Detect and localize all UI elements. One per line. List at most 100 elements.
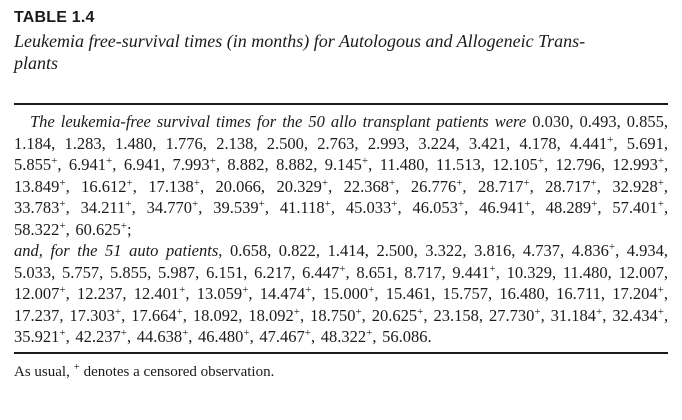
censored-marker: + (179, 284, 186, 296)
censored-marker: + (59, 176, 66, 189)
survival-time-value: 14.474+, (259, 284, 323, 303)
survival-time-value: 5.855+, (14, 155, 69, 174)
censored-marker: + (657, 176, 664, 189)
censored-marker: + (182, 327, 189, 339)
table-body: The leukemia-free survival times for the… (14, 111, 668, 348)
table-number-label: TABLE 1.4 (14, 9, 95, 26)
survival-time-value: 31.184+, (550, 305, 613, 325)
survival-time-value: 60.625+; (75, 219, 132, 239)
censored-marker: + (591, 198, 598, 210)
survival-time-value: 39.539+, (213, 198, 280, 217)
survival-time-value: 0.855, (626, 112, 669, 131)
survival-time-value: 3.421, (468, 133, 520, 153)
survival-time-value: 18.092, (192, 305, 249, 325)
survival-time-value: 5.757, (62, 262, 111, 282)
censored-marker: + (293, 305, 300, 318)
survival-time-value: 17.664+, (131, 305, 193, 325)
footnote-suffix: denotes a censored observation. (83, 363, 275, 380)
censored-marker: + (657, 305, 664, 318)
censored-marker: + (534, 305, 541, 318)
censored-marker: + (59, 198, 66, 210)
survival-time-value: 28.717+, (477, 176, 546, 196)
survival-time-value: 8.717, (404, 262, 453, 282)
survival-time-value: 20.066, (215, 176, 277, 196)
survival-time-value: 27.730+, (488, 305, 551, 325)
censored-marker: + (361, 155, 369, 167)
survival-time-value: 12.007+, (14, 284, 77, 303)
survival-time-value: 48.322+, (320, 327, 383, 346)
survival-time-value: 12.401+, (133, 284, 197, 303)
survival-time-value: 12.237, (77, 284, 134, 303)
survival-time-value: 1.480, (115, 133, 166, 153)
survival-time-value: 1.776, (165, 133, 217, 153)
censored-marker: + (126, 176, 133, 189)
survival-time-value: 35.921+, (14, 327, 76, 346)
survival-time-value: 56.086. (382, 327, 432, 346)
survival-time-value: 6.217, (254, 262, 303, 282)
survival-time-value: 57.401+, (612, 198, 669, 217)
censored-marker: + (537, 155, 544, 167)
survival-time-value: 44.638+, (136, 327, 199, 346)
censored-marker: + (608, 241, 616, 253)
survival-time-value: 20.329+, (276, 176, 344, 196)
top-rule (14, 103, 668, 105)
survival-time-value: 4.934, (626, 241, 669, 260)
survival-time-value: 58.322+, (14, 219, 76, 239)
survival-time-value: 12.993+, (612, 155, 669, 174)
survival-time-value: 45.033+, (345, 198, 413, 217)
survival-time-value: 11.480, (379, 155, 437, 174)
censored-marker: + (106, 155, 113, 167)
censored-marker: + (523, 176, 530, 189)
survival-time-value: 0.822, (278, 241, 328, 260)
survival-time-value: 5.987, (158, 262, 207, 282)
survival-time-value: 6.447+, (302, 262, 357, 282)
survival-time-value: 18.750+, (310, 305, 372, 325)
survival-time-value: 46.480+, (198, 327, 260, 346)
survival-time-value: 2.500, (376, 241, 426, 260)
survival-time-value: 9.145+, (324, 155, 380, 174)
censored-marker: + (120, 327, 127, 339)
bottom-rule (14, 351, 668, 354)
censored-marker: + (489, 262, 496, 275)
survival-time-value: 6.941, (123, 155, 173, 174)
survival-time-value: 12.105+, (492, 155, 556, 174)
survival-time-value: 7.993+, (172, 155, 228, 174)
survival-time-value: 10.329, (506, 262, 563, 282)
survival-time-value: 33.783+, (14, 198, 81, 217)
survival-time-value: 34.211+, (80, 198, 147, 217)
survival-time-value: 23.158, (433, 305, 489, 325)
survival-time-value: 15.000+, (322, 284, 386, 303)
censored-marker: + (258, 198, 265, 210)
survival-time-value: 17.204+, (612, 284, 669, 303)
survival-time-value: 1.184, (14, 133, 65, 153)
survival-time-value: 13.059+, (196, 284, 260, 303)
censored-marker: + (321, 176, 329, 189)
survival-time-value: 12.796, (555, 155, 613, 174)
censored-marker: + (355, 305, 362, 318)
survival-time-value: 13.849+, (14, 176, 82, 196)
survival-time-value: 11.480, (562, 262, 619, 282)
survival-time-value: 42.237+, (75, 327, 137, 346)
censored-marker: + (417, 305, 424, 318)
survival-time-value: 1.414, (327, 241, 377, 260)
survival-time-value: 2.993, (367, 133, 419, 153)
survival-time-value: 6.941+, (68, 155, 124, 174)
survival-time-value: 26.776+, (410, 176, 478, 196)
auto-values-list: 0.658, 0.822, 1.414, 2.500, 3.322, 3.816… (14, 241, 668, 346)
censored-marker: + (657, 155, 665, 167)
censored-marker: + (51, 155, 58, 167)
censored-marker: + (59, 327, 66, 339)
survival-time-value: 15.757, (442, 284, 500, 303)
survival-time-value: 2.763, (317, 133, 368, 153)
censoring-footnote: As usual, + denotes a censored observati… (14, 361, 668, 382)
censored-marker: + (657, 198, 664, 210)
censored-marker: + (243, 327, 250, 339)
survival-time-value: 20.625+, (371, 305, 434, 325)
survival-time-value: 41.118+, (279, 198, 346, 217)
censored-marker: + (457, 198, 465, 210)
survival-time-value: 8.882, (276, 155, 325, 174)
censored-marker: + (339, 262, 346, 275)
censored-marker: + (192, 198, 199, 210)
censored-marker: + (590, 176, 597, 189)
censored-marker: + (657, 284, 664, 296)
